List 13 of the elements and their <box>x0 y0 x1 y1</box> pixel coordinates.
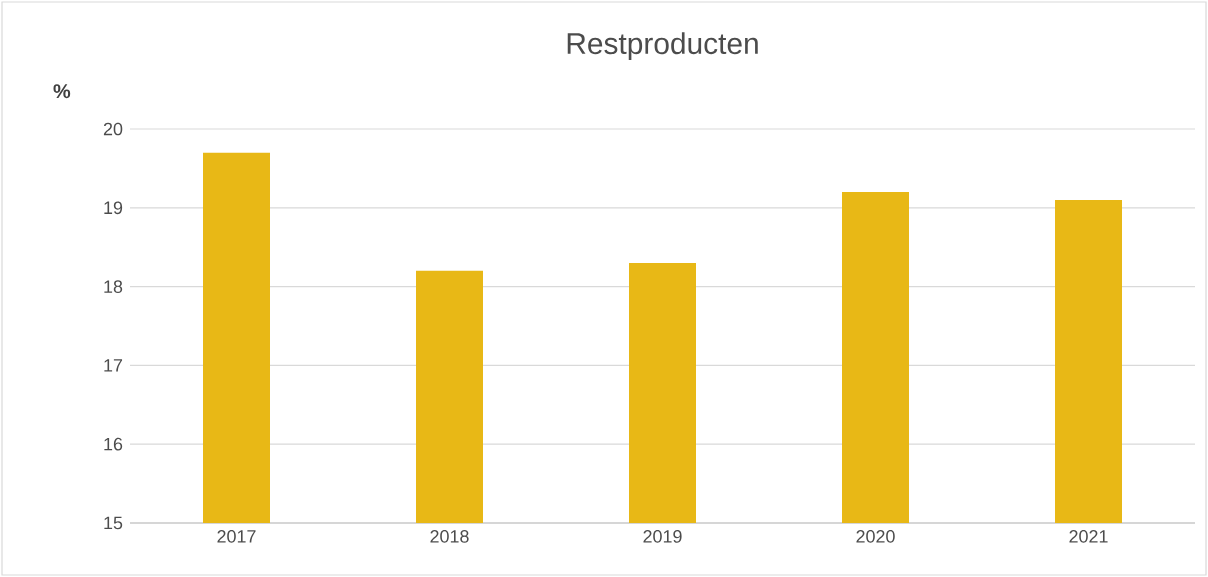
y-tick-label: 17 <box>104 359 123 372</box>
x-tick-label: 2019 <box>643 530 682 543</box>
x-tick-label: 2017 <box>217 530 256 543</box>
y-tick-label: 18 <box>104 280 123 293</box>
x-tick-label: 2020 <box>856 530 895 543</box>
y-tick-label: 20 <box>103 122 123 136</box>
y-tick-label: 15 <box>104 516 123 530</box>
chart-title: Restproducten <box>567 32 758 61</box>
y-axis-title: % <box>53 84 71 99</box>
y-tick-label: 19 <box>104 201 123 215</box>
y-tick-label: 16 <box>104 437 123 451</box>
x-tick-label: 2021 <box>1069 530 1108 543</box>
x-tick-label: 2018 <box>430 530 469 543</box>
